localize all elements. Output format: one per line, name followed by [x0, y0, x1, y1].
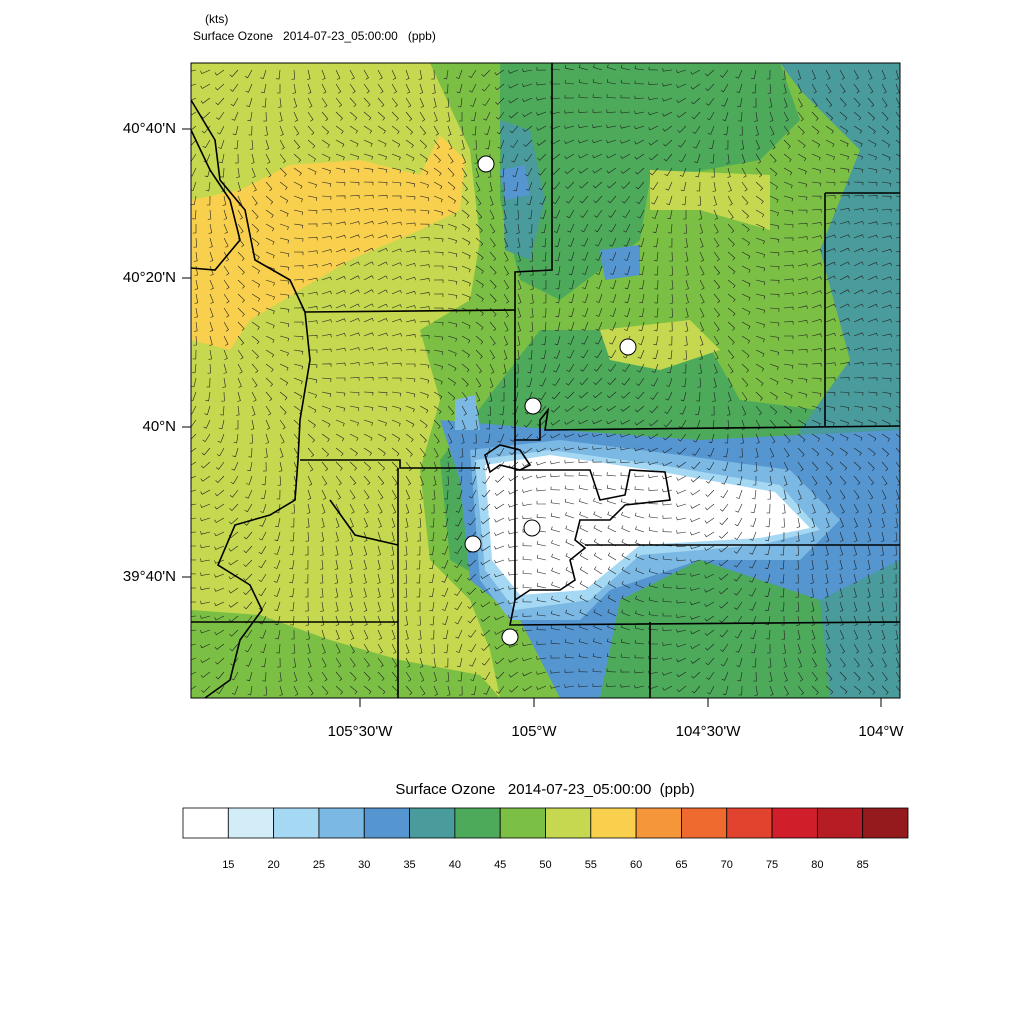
- colorbar-box: [862, 807, 909, 839]
- field-region: [191, 135, 465, 350]
- colorbar-label: 15: [222, 859, 234, 871]
- colorbar-box: [726, 807, 773, 839]
- colorbar-box: [409, 807, 456, 839]
- colorbar-box: [771, 807, 818, 839]
- colorbar-box: [363, 807, 410, 839]
- lon-tick-label: 105°W: [511, 723, 557, 740]
- wind-barbs: [191, 64, 900, 696]
- colorbar-label: 30: [358, 859, 370, 871]
- colorbar-box: [816, 807, 864, 839]
- colorbar-box: [635, 807, 682, 839]
- colorbar-box: [318, 807, 365, 839]
- field-region: [500, 63, 900, 698]
- field: [191, 63, 900, 698]
- colorbar-box: [182, 807, 229, 839]
- colorbar-label: 60: [630, 859, 642, 871]
- colorbar-label: 50: [539, 859, 551, 871]
- colorbar-box: [273, 807, 320, 839]
- lat-tick-label: 40°20'N: [123, 269, 176, 286]
- lat-tick-label: 40°N: [142, 418, 176, 435]
- colorbar: 15 20 25 30 35 40 45 50 55 60 65 70 75 80 85: [182, 807, 909, 871]
- map-frame: [190, 62, 901, 699]
- lat-tick-label: 39°40'N: [123, 568, 176, 585]
- barb-lines: [191, 64, 900, 696]
- lon-tick-label: 104°30'W: [676, 723, 742, 740]
- colorbar-label: 45: [494, 859, 506, 871]
- colorbar-label: 55: [585, 859, 597, 871]
- colorbar-label: 70: [721, 859, 733, 871]
- colorbar-box: [681, 807, 728, 839]
- title: Surface Ozone 2014-07-23_05:00:00 (ppb): [193, 29, 436, 43]
- colorbar-box: [590, 807, 637, 839]
- colorbar-label: 80: [811, 859, 823, 871]
- colorbar-label: 85: [857, 859, 869, 871]
- colorbar-box: [545, 807, 592, 839]
- units: (kts): [205, 12, 228, 26]
- colorbar-box: [227, 807, 275, 839]
- colorbar-label: 35: [403, 859, 415, 871]
- field-region: [600, 170, 770, 370]
- colorbar-label: 75: [766, 859, 778, 871]
- colorbar-label: 40: [449, 859, 461, 871]
- colorbar-label: 25: [313, 859, 325, 871]
- colorbar-label: 65: [675, 859, 687, 871]
- lat-tick-label: 40°40'N: [123, 120, 176, 137]
- field-region: [485, 455, 810, 595]
- colorbar-label: 20: [268, 859, 280, 871]
- field-region: [191, 610, 500, 698]
- colorbar-box: [454, 807, 501, 839]
- boundaries: [191, 63, 900, 698]
- colorbar-box: [499, 807, 546, 839]
- lon-tick-label: 105°30'W: [328, 723, 394, 740]
- lon-tick-label: 104°W: [858, 723, 904, 740]
- axes: 40°40'N 40°20'N 40°N 39°40'N 105°30'W 105°W 10…: [123, 120, 905, 740]
- colorbar-title: Surface Ozone 2014-07-23_05:00:00 (ppb): [395, 781, 694, 798]
- stations: [464, 155, 637, 646]
